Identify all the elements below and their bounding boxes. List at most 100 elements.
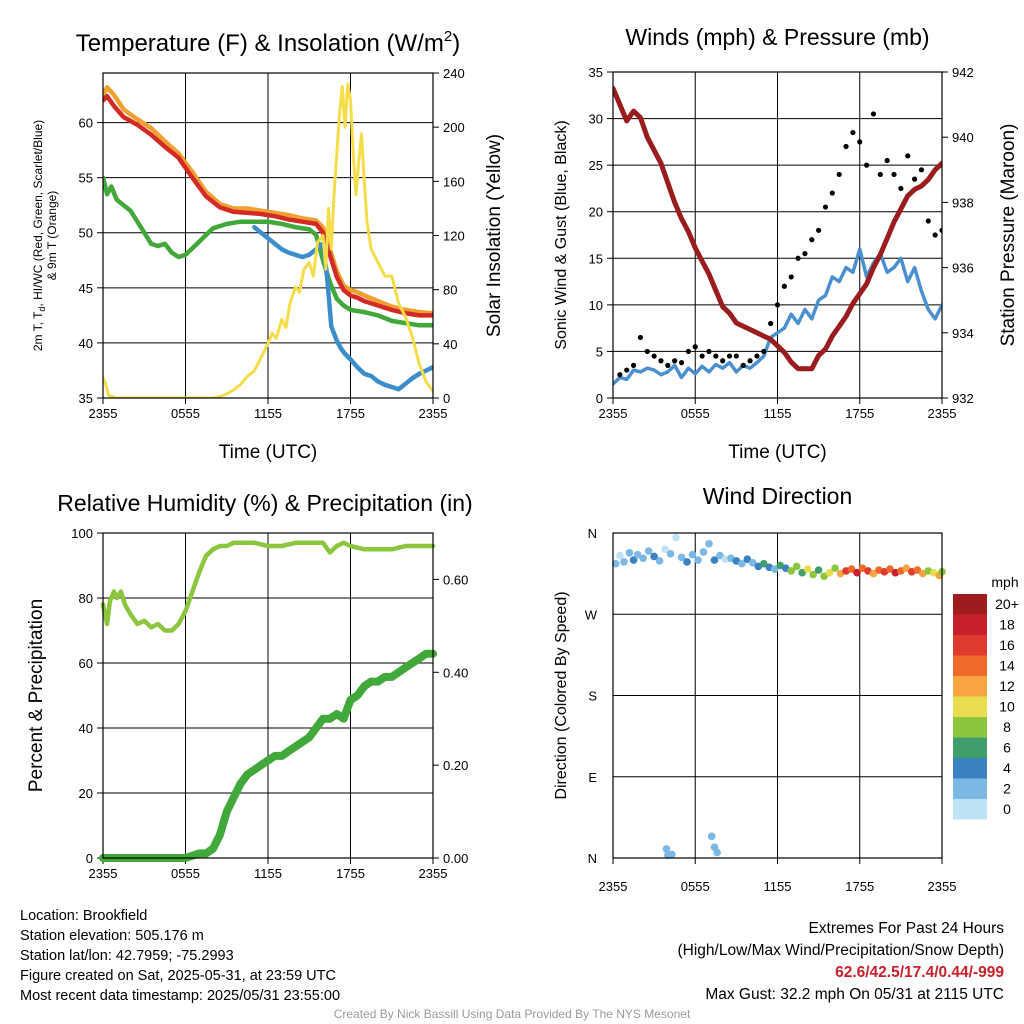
recent-timestamp: Most recent data timestamp: 2025/05/31 2…	[20, 988, 341, 1004]
y2-tick-label: 0.00	[443, 851, 468, 866]
direction-point	[847, 565, 856, 573]
direction-point	[798, 568, 806, 577]
direction-point	[616, 551, 624, 560]
humidity-frame	[102, 532, 434, 859]
legend-label: 12	[999, 678, 1015, 694]
temperature-ylabel: 2m T, Td, HI/WC (Red, Green, Scarlet/Blu…	[31, 120, 47, 351]
y-tick-label: 100	[71, 526, 93, 541]
gust-point	[699, 353, 705, 359]
direction-point	[629, 556, 638, 564]
x-tick-label: 1155	[764, 879, 792, 894]
direction-tick-label: W	[585, 607, 598, 622]
ylabel-b: , HI/WC (Red, Green, Scarlet/Blue)	[31, 120, 45, 307]
direction-point	[913, 566, 922, 574]
direction-point	[683, 558, 691, 566]
direction-point	[666, 549, 675, 558]
direction-point	[650, 552, 658, 561]
title-end: )	[452, 30, 460, 57]
gust-point	[754, 353, 760, 359]
gust-point	[692, 344, 698, 350]
y2-tick-label: 80	[443, 283, 457, 298]
wind-y2label: Station Pressure (Maroon)	[998, 124, 1019, 347]
direction-tick-label: S	[588, 689, 597, 704]
title-part: Temperature (F) & Insolation (W/m	[76, 30, 444, 57]
legend-swatch	[953, 614, 987, 635]
gust-point	[877, 171, 883, 178]
y2-tick-label: 936	[952, 261, 974, 276]
speed-legend: mph 20+ 18 16 14 12 10 8 6 4 2 0	[953, 574, 1019, 820]
direction-point	[814, 566, 823, 574]
gust-point	[726, 353, 733, 359]
credit-line: Created By Nick Bassill Using Data Provi…	[333, 1007, 691, 1021]
y-tick-label: 60	[79, 656, 93, 671]
direction-point	[869, 569, 878, 578]
y2-tick-label: 938	[952, 195, 974, 210]
gust-point	[740, 362, 746, 368]
title-sup: 2	[444, 28, 452, 45]
y-tick-label: 10	[589, 298, 603, 313]
direction-tick-label: E	[588, 770, 597, 785]
direction-point	[633, 550, 642, 559]
legend-label: 20+	[995, 596, 1019, 612]
gust-point	[870, 111, 877, 117]
x-tick-label: 0555	[171, 406, 200, 421]
y2-tick-label: 942	[952, 65, 974, 80]
gust-point	[706, 348, 712, 355]
ylabel-a: 2m T, T	[31, 311, 45, 351]
gust-point	[816, 227, 822, 233]
gust-point	[768, 320, 774, 327]
legend-swatch	[953, 594, 987, 615]
wind-ylabel: Sonic Wind & Gust (Blue, Black)	[553, 120, 570, 349]
direction-point	[825, 568, 834, 577]
gust-point	[644, 348, 650, 355]
gust-point	[843, 143, 849, 150]
max-gust: Max Gust: 32.2 mph On 05/31 at 2115 UTC	[705, 986, 1004, 1003]
x-tick-label: 1155	[254, 406, 282, 421]
y-tick-label: 40	[79, 336, 93, 351]
temperature-xlabel: Time (UTC)	[219, 442, 318, 463]
gust-point	[898, 185, 904, 192]
wind-direction-title: Wind Direction	[703, 483, 853, 509]
y-tick-label: 20	[79, 786, 93, 801]
gust-point	[939, 227, 942, 233]
direction-point	[853, 568, 861, 577]
gust-point	[925, 218, 931, 224]
direction-point	[655, 557, 664, 565]
gust-point	[822, 204, 829, 210]
y-tick-label: 25	[589, 158, 603, 173]
humidity-series	[99, 540, 437, 862]
gust-point	[651, 353, 657, 359]
y2-tick-label: 0.60	[443, 572, 468, 587]
y2-tick-label: 932	[952, 391, 974, 406]
extremes-values: 62.6/42.5/17.4/0.44/-999	[835, 964, 1004, 981]
legend-label: 14	[999, 658, 1015, 674]
y2-tick-label: 240	[443, 66, 465, 81]
temperature-y2label: Solar Insolation (Yellow)	[484, 134, 505, 337]
legend-label: 6	[1003, 740, 1011, 756]
y-tick-label: 5	[596, 344, 603, 359]
temperature-series	[103, 82, 433, 398]
gust-point	[864, 162, 870, 168]
y2-tick-label: 120	[443, 229, 465, 244]
y2-tick-label: 0	[443, 391, 450, 406]
temperature-chart: 2355 0555 1155 1755 235535404550556004080120…	[31, 28, 505, 463]
gust-point	[850, 129, 856, 136]
extremes-subtitle: (High/Low/Max Wind/Precipitation/Snow De…	[677, 942, 1005, 959]
series-windchill-blue	[252, 224, 433, 392]
extremes-info: Extremes For Past 24 Hours (High/Low/Max…	[678, 918, 1005, 1006]
direction-point	[705, 540, 713, 548]
direction-tick-label: N	[588, 526, 597, 541]
y-tick-label: 45	[79, 281, 93, 296]
extremes-title: Extremes For Past 24 Hours	[808, 920, 1004, 937]
gust-point	[911, 176, 918, 182]
gust-point	[637, 334, 644, 341]
x-tick-label: 1755	[845, 879, 874, 894]
direction-point	[611, 559, 620, 568]
y2-tick-label: 0.40	[443, 665, 468, 680]
gust-point	[630, 362, 637, 368]
series-pressure	[613, 85, 942, 372]
wind-xlabel: Time (UTC)	[728, 442, 827, 463]
x-tick-label: 2355	[419, 866, 448, 881]
gust-point	[788, 274, 794, 280]
